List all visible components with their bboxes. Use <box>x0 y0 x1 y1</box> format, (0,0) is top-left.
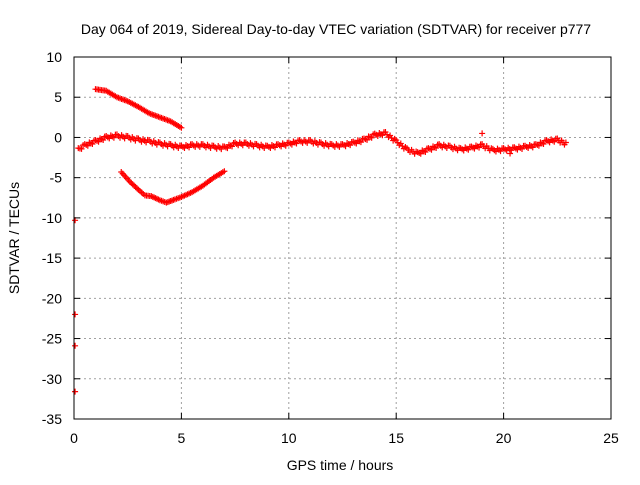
data-point <box>476 144 483 151</box>
y-tick-label: -5 <box>50 170 63 186</box>
data-point <box>100 136 107 143</box>
x-tick-label: 5 <box>178 430 186 446</box>
data-point <box>178 124 185 131</box>
data-point <box>540 141 547 148</box>
data-point <box>514 146 521 153</box>
data-point <box>465 146 472 153</box>
data-point <box>293 140 300 147</box>
data-point <box>106 135 113 142</box>
data-point <box>379 132 386 139</box>
data-point <box>78 145 85 152</box>
y-tick-label: -35 <box>42 411 62 427</box>
chart-title: Day 064 of 2019, Sidereal Day-to-day VTE… <box>81 21 591 37</box>
data-point <box>535 142 542 149</box>
data-point <box>507 150 514 157</box>
x-tick-label: 20 <box>496 430 512 446</box>
data-point <box>479 130 486 137</box>
series-lower-arc <box>118 168 228 206</box>
data-point <box>525 145 532 152</box>
data-point <box>229 143 236 150</box>
y-tick-label: -10 <box>42 210 62 226</box>
data-point <box>417 150 424 157</box>
data-point <box>186 144 193 151</box>
data-point <box>282 142 289 149</box>
data-point <box>267 145 274 152</box>
data-point <box>288 141 295 148</box>
data-point <box>221 168 228 175</box>
series-upper-arc <box>92 86 185 131</box>
data-point <box>84 142 91 149</box>
series-outliers <box>72 130 514 395</box>
y-axis-label: SDTVAR / TECUs <box>6 182 22 294</box>
data-point <box>357 139 364 146</box>
data-point <box>278 143 285 150</box>
grid-lines <box>74 57 611 419</box>
data-point <box>72 311 79 318</box>
y-tick-label: 0 <box>54 129 62 145</box>
y-tick-label: -15 <box>42 250 62 266</box>
y-tick-label: -30 <box>42 371 62 387</box>
data-point <box>224 145 231 152</box>
axis-ticks: 0 5 10 15 20 25 10 5 0 -5 -10 -15 -20 -25 -30 -35 <box>42 49 619 446</box>
x-tick-label: 0 <box>70 430 78 446</box>
data-point <box>519 145 526 152</box>
data-point <box>347 142 354 149</box>
y-tick-label: 10 <box>46 49 62 65</box>
data-point <box>433 145 440 152</box>
data-point <box>72 342 79 349</box>
data-point <box>374 132 381 139</box>
data-point <box>89 141 96 148</box>
plot-frame <box>73 56 612 420</box>
data-point <box>428 146 435 153</box>
data-point <box>95 138 102 145</box>
series-main-band <box>75 129 569 157</box>
data-point <box>110 134 117 141</box>
x-axis-label: GPS time / hours <box>287 457 394 473</box>
x-tick-label: 15 <box>388 430 404 446</box>
data-point <box>368 134 375 141</box>
data-point <box>364 136 371 143</box>
data-point <box>460 147 467 154</box>
y-tick-label: -25 <box>42 331 62 347</box>
y-tick-label: -20 <box>42 290 62 306</box>
x-tick-label: 25 <box>603 430 619 446</box>
data-point <box>471 145 478 152</box>
data-points <box>72 86 569 395</box>
data-point <box>551 138 558 145</box>
x-tick-label: 10 <box>281 430 297 446</box>
data-point <box>271 144 278 151</box>
data-point <box>562 139 569 146</box>
data-point <box>181 145 188 152</box>
data-point <box>342 143 349 150</box>
data-point <box>422 149 429 156</box>
data-point <box>546 139 553 146</box>
data-point <box>353 140 360 147</box>
data-point <box>529 144 536 151</box>
y-tick-label: 5 <box>54 89 62 105</box>
data-point <box>72 388 79 395</box>
